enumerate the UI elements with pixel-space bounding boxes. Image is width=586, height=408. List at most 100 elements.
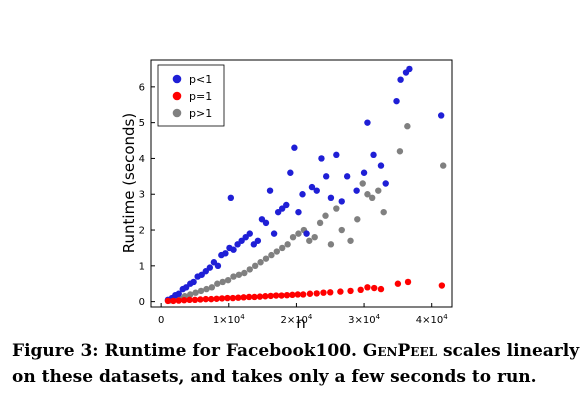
data-point-0 (397, 76, 404, 83)
data-point-1 (313, 290, 320, 297)
data-point-0 (338, 198, 345, 205)
data-point-0 (270, 230, 278, 237)
data-point-0 (190, 278, 197, 286)
data-point-1 (337, 288, 344, 295)
x-tick-mantissa: 1×10 (213, 315, 240, 326)
data-point-1 (164, 297, 172, 305)
legend: p<1 p=1 p>1 (157, 64, 225, 127)
data-point-0 (214, 262, 222, 270)
data-point-0 (364, 119, 371, 126)
data-point-0 (295, 208, 302, 216)
y-tick-label: 4 (139, 154, 145, 165)
data-point-1 (208, 295, 215, 303)
data-point-0 (303, 230, 310, 237)
data-point-1 (256, 293, 264, 300)
data-point-2 (192, 289, 199, 296)
data-point-0 (360, 169, 368, 176)
data-point-0 (227, 194, 235, 202)
y-tick-label: 2 (139, 226, 145, 237)
x-tick-label: 2×104 (280, 313, 312, 326)
data-point-2 (354, 216, 361, 223)
data-point-2 (333, 205, 340, 212)
figure-caption: Figure 3: Runtime for Facebook100. GenPe… (12, 338, 582, 390)
data-point-0 (327, 194, 335, 202)
data-point-1 (377, 285, 385, 293)
legend-marker (172, 108, 182, 118)
caption-label: Figure 3: Runtime for Facebook100. (12, 341, 357, 361)
data-point-2 (262, 255, 270, 262)
caption-text: scales linearly on these datasets, and t… (12, 341, 580, 387)
x-tick-mantissa: 0 (158, 315, 164, 326)
data-point-1 (175, 297, 182, 304)
data-point-0 (393, 97, 400, 105)
data-point-2 (327, 241, 335, 248)
data-point-0 (299, 191, 306, 198)
data-point-2 (322, 212, 329, 219)
y-tick-label: 1 (139, 261, 145, 272)
data-point-1 (213, 295, 220, 302)
data-point-2 (338, 226, 345, 234)
data-point-0 (382, 180, 389, 187)
data-point-1 (327, 289, 334, 296)
data-point-1 (347, 287, 354, 295)
data-point-2 (279, 244, 286, 252)
data-point-1 (438, 282, 446, 289)
data-point-1 (306, 290, 314, 297)
plot-frame (150, 59, 453, 308)
y-tick-label: 3 (139, 190, 145, 201)
data-point-2 (404, 123, 411, 130)
data-point-1 (245, 293, 253, 301)
legend-label: p<1 (189, 73, 212, 86)
x-tick-exponent: 4 (443, 313, 448, 321)
data-point-1 (229, 294, 237, 302)
data-point-0 (262, 219, 270, 227)
data-point-2 (268, 251, 275, 259)
data-point-2 (214, 280, 221, 287)
x-tick-exponent: 4 (240, 313, 245, 321)
data-point-1 (180, 296, 188, 304)
caption-method: GenPeel (362, 341, 438, 361)
x-tick-label: 4×104 (416, 313, 448, 326)
data-point-2 (364, 191, 371, 198)
data-point-2 (208, 284, 216, 291)
data-point-2 (251, 262, 259, 270)
data-point-1 (320, 289, 327, 296)
data-point-0 (206, 264, 214, 271)
legend-label: p>1 (189, 107, 212, 120)
data-point-0 (370, 151, 377, 159)
data-point-2 (347, 237, 354, 244)
y-tick-label: 6 (139, 82, 145, 93)
data-point-0 (308, 183, 316, 191)
data-point-0 (175, 290, 182, 297)
data-point-2 (440, 162, 447, 169)
data-point-1 (289, 291, 296, 299)
data-point-1 (294, 291, 301, 298)
data-point-0 (313, 187, 320, 194)
data-point-1 (278, 292, 285, 299)
data-point-0 (283, 201, 290, 209)
data-point-0 (222, 250, 229, 257)
data-point-1 (299, 291, 307, 298)
x-tick-exponent: 4 (308, 313, 313, 321)
data-point-1 (251, 293, 258, 301)
data-point-2 (235, 271, 243, 278)
data-point-2 (380, 208, 387, 216)
data-point-2 (306, 237, 313, 244)
legend-marker (172, 91, 182, 101)
data-point-2 (257, 259, 264, 266)
data-point-2 (197, 287, 205, 295)
data-point-0 (322, 173, 330, 180)
data-point-1 (197, 296, 204, 303)
y-tick-label: 0 (139, 297, 145, 308)
data-point-1 (394, 280, 402, 287)
data-point-2 (241, 269, 248, 277)
x-tick-exponent: 4 (376, 313, 381, 321)
data-point-2 (219, 278, 226, 286)
legend-label: p=1 (189, 90, 212, 103)
data-point-2 (289, 233, 297, 241)
legend-marker (172, 74, 182, 84)
x-tick-label: 1×104 (213, 313, 245, 326)
data-point-2 (224, 276, 232, 284)
x-tick-mantissa: 2×10 (280, 315, 307, 326)
